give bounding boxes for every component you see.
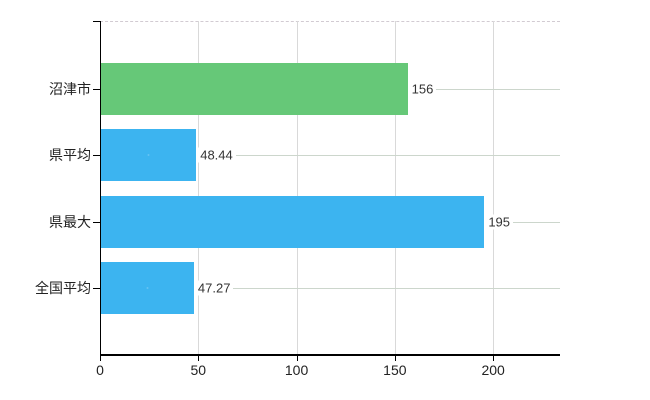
plot-top-dashed-border — [100, 21, 560, 22]
x-axis-tick — [100, 355, 101, 361]
x-tick-label: 150 — [383, 362, 407, 378]
bar — [101, 63, 408, 115]
bar — [101, 261, 194, 314]
gridline-horizontal — [100, 287, 560, 289]
y-axis-top-tick — [93, 21, 100, 22]
x-tick-label: 100 — [284, 362, 309, 378]
category-label: 県平均 — [49, 147, 91, 164]
gridline-vertical — [493, 21, 495, 355]
bar-value-label: 195 — [484, 214, 514, 230]
bar-value-label: 156 — [407, 81, 437, 97]
category-label: 沼津市 — [49, 81, 91, 97]
gridline-vertical — [394, 21, 396, 355]
x-tick-label: 50 — [190, 362, 207, 378]
y-axis-line — [100, 21, 101, 355]
bar — [101, 129, 197, 182]
y-axis-tick — [93, 89, 100, 90]
x-axis-tick — [198, 355, 200, 361]
gridline-horizontal — [100, 155, 560, 157]
x-axis-tick — [394, 355, 396, 361]
category-label: 全国平均 — [35, 279, 91, 296]
y-axis-tick — [93, 221, 100, 223]
gridline-vertical — [198, 21, 200, 355]
bar-value-label: 47.27 — [193, 280, 234, 296]
x-axis-tick — [296, 355, 298, 361]
bar-value-label: 48.44 — [196, 147, 236, 163]
gridline-vertical — [296, 21, 298, 355]
category-label: 県最大 — [49, 213, 91, 230]
x-tick-label: 200 — [481, 362, 505, 378]
x-axis-tick — [493, 355, 495, 361]
bar — [101, 195, 485, 248]
x-axis-line — [100, 354, 560, 356]
y-axis-tick — [93, 155, 100, 157]
x-tick-label: 0 — [96, 362, 104, 378]
y-axis-tick — [93, 287, 100, 289]
